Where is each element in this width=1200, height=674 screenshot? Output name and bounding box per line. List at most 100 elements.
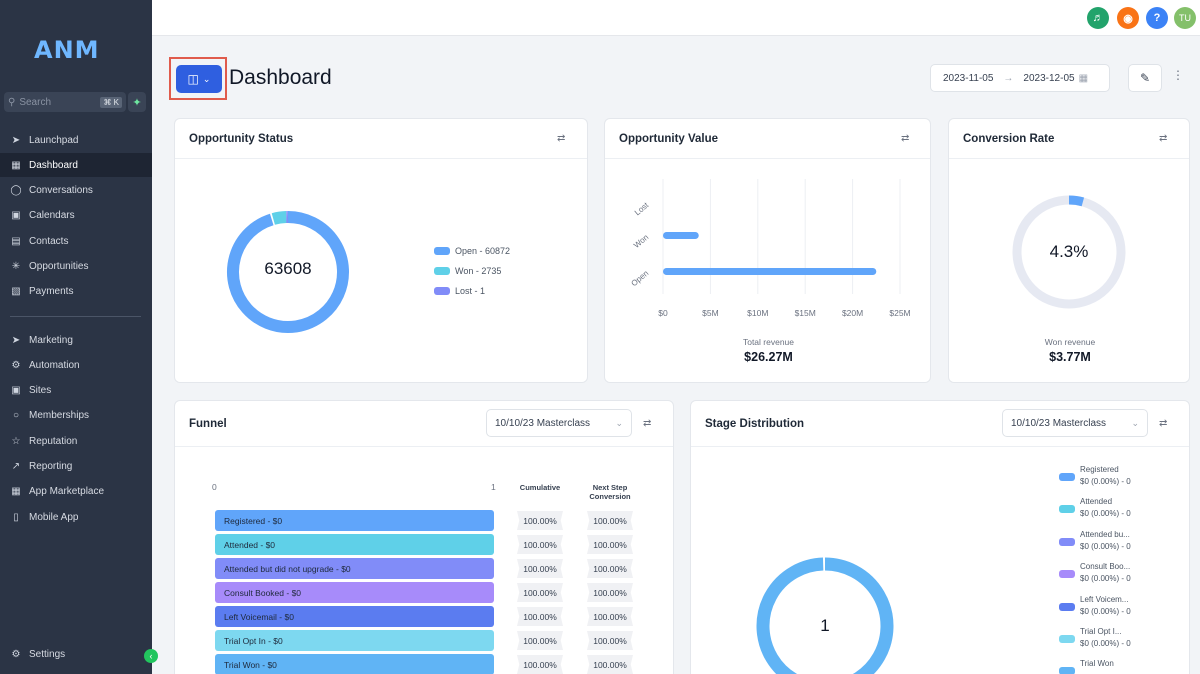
donut-center-value: 63608 xyxy=(264,259,312,278)
legend-stage-value: $0 (0.00%) - 0 xyxy=(1080,541,1131,551)
y-category-label: Lost xyxy=(633,200,651,217)
swap-icon[interactable]: ⇄ xyxy=(1159,133,1168,144)
sidebar-item-mobile-app[interactable]: ▯ Mobile App xyxy=(0,505,152,529)
legend-swatch xyxy=(434,287,450,295)
sidebar-item-dashboard[interactable]: ▦ Dashboard xyxy=(0,153,152,177)
sidebar-item-settings[interactable]: ⚙ Settings xyxy=(0,642,152,666)
stage-pipeline-select[interactable]: 10/10/23 Masterclass ⌄ xyxy=(1002,409,1148,437)
sidebar-item-app-marketplace[interactable]: ▦ App Marketplace xyxy=(0,479,152,503)
next-step-cell: 100.00% xyxy=(587,535,633,554)
stage-distribution-card: Stage Distribution 10/10/23 Masterclass … xyxy=(690,400,1190,674)
funnel-stage-bar[interactable]: Trial Won - $0 xyxy=(215,654,494,674)
slice-open[interactable] xyxy=(227,211,349,333)
funnel-stage-bar[interactable]: Registered - $0 xyxy=(215,510,494,531)
edit-dashboard-button[interactable]: ✎ xyxy=(1128,64,1162,92)
sidebar-item-label: Calendars xyxy=(29,209,75,221)
legend-swatch xyxy=(1059,667,1075,674)
funnel-axis-end: 1 xyxy=(491,482,496,492)
swap-icon[interactable]: ⇄ xyxy=(557,133,566,144)
funnel-stage-bar[interactable]: Trial Opt In - $0 xyxy=(215,630,494,651)
sidebar-item-automation[interactable]: ⚙ Automation xyxy=(0,353,152,377)
funnel-stage-label: Trial Won - $0 xyxy=(224,659,277,670)
sidebar-item-sites[interactable]: ▣ Sites xyxy=(0,378,152,402)
opportunities-icon: ✳ xyxy=(11,260,21,272)
legend-label: Lost - 1 xyxy=(455,286,486,296)
legend-stage-value: $0 (0.00%) - 0 xyxy=(1080,509,1131,519)
swap-icon[interactable]: ⇄ xyxy=(643,418,652,429)
sidebar-item-conversations[interactable]: ◯ Conversations xyxy=(0,178,152,202)
grid-icon: ▦ xyxy=(11,159,21,171)
sidebar-divider xyxy=(10,316,141,317)
legend-swatch xyxy=(434,247,450,255)
sidebar-item-calendars[interactable]: ▣ Calendars xyxy=(0,203,152,227)
total-revenue-value: $26.27M xyxy=(744,350,793,364)
sidebar-item-payments[interactable]: ▧ Payments xyxy=(0,279,152,303)
collapse-sidebar-button[interactable]: ‹ xyxy=(144,649,158,663)
sidebar-item-label: Dashboard xyxy=(29,159,78,171)
sidebar-item-marketing[interactable]: ➤ Marketing xyxy=(0,328,152,352)
select-value: 10/10/23 Masterclass xyxy=(495,417,591,429)
megaphone-icon[interactable]: ♬ xyxy=(1087,7,1109,29)
card-title: Stage Distribution xyxy=(705,418,805,430)
contacts-icon: ▤ xyxy=(11,235,21,247)
conversion-arc[interactable] xyxy=(1068,195,1085,207)
x-tick-label: $5M xyxy=(702,308,719,318)
swap-icon[interactable]: ⇄ xyxy=(901,133,910,144)
sidebar-item-memberships[interactable]: ○ Memberships xyxy=(0,403,152,427)
funnel-pipeline-select[interactable]: 10/10/23 Masterclass ⌄ xyxy=(486,409,632,437)
funnel-stage-bar[interactable]: Consult Booked - $0 xyxy=(215,582,494,603)
sidebar-item-contacts[interactable]: ▤ Contacts xyxy=(0,229,152,253)
date-start: 2023-11-05 xyxy=(943,72,994,84)
date-end: 2023-12-05 xyxy=(1023,72,1075,84)
sidebar-item-label: Mobile App xyxy=(29,511,79,523)
won-revenue-value: $3.77M xyxy=(1049,350,1091,364)
help-icon[interactable]: ? xyxy=(1146,7,1168,29)
sidebar-item-reputation[interactable]: ☆ Reputation xyxy=(0,429,152,453)
legend-swatch xyxy=(1059,505,1075,514)
funnel-stage-bar[interactable]: Attended - $0 xyxy=(215,534,494,555)
sidebar-item-label: Automation xyxy=(29,359,80,371)
bar-won[interactable] xyxy=(663,232,699,239)
sidebar-item-label: Reputation xyxy=(29,435,78,447)
app-logo[interactable]: ANM xyxy=(34,36,100,64)
slice-won[interactable] xyxy=(271,211,287,225)
top-bar: ♬ ◉ ? TU xyxy=(152,0,1200,36)
avatar[interactable]: TU xyxy=(1174,7,1196,29)
more-options-icon[interactable]: ⋮ xyxy=(1172,68,1184,82)
legend-stage-name: Registered xyxy=(1080,465,1119,474)
slice-registered[interactable] xyxy=(756,557,894,674)
next-step-cell: 100.00% xyxy=(587,655,633,674)
funnel-stage-bar[interactable]: Left Voicemail - $0 xyxy=(215,606,494,627)
sidebar-item-opportunities[interactable]: ✳ Opportunities xyxy=(0,254,152,278)
layout-switch-button[interactable]: ◫ ⌄ xyxy=(176,65,222,93)
cumulative-cell: 100.00% xyxy=(517,511,563,530)
total-revenue-label: Total revenue xyxy=(742,337,795,347)
sidebar-item-reporting[interactable]: ↗ Reporting xyxy=(0,454,152,478)
legend-stage-name: Consult Boo... xyxy=(1080,562,1131,572)
search-box[interactable]: ⚲ Search ⌘ K xyxy=(4,92,126,112)
sidebar-item-label: Memberships xyxy=(29,409,90,421)
search-shortcut: ⌘ K xyxy=(100,96,122,108)
sidebar-item-label: Launchpad xyxy=(29,134,79,146)
card-header: Stage Distribution 10/10/23 Masterclass … xyxy=(691,401,1189,447)
sparkle-icon[interactable]: ✦ xyxy=(128,92,146,112)
next-step-cell: 100.00% xyxy=(587,559,633,578)
legend-stage-name: Attended bu... xyxy=(1080,529,1130,539)
legend-stage-name: Left Voicem... xyxy=(1080,594,1129,604)
legend-item: Won - 2735 xyxy=(434,266,501,276)
sidebar-item-launchpad[interactable]: ➤ Launchpad xyxy=(0,128,152,152)
next-step-cell: 100.00% xyxy=(587,631,633,650)
opportunity-status-donut xyxy=(227,211,349,333)
bell-icon[interactable]: ◉ xyxy=(1117,7,1139,29)
chevron-down-icon: ⌄ xyxy=(615,417,623,428)
layout-button-highlight: ◫ ⌄ xyxy=(169,57,227,100)
donut-center-value: 1 xyxy=(820,616,830,635)
swap-icon[interactable]: ⇄ xyxy=(1159,418,1168,429)
card-title: Funnel xyxy=(189,418,227,430)
funnel-stage-bar[interactable]: Attended but did not upgrade - $0 xyxy=(215,558,494,579)
date-range-picker[interactable]: 2023-11-05 → 2023-12-05 ▦ xyxy=(930,64,1110,92)
card-title: Opportunity Value xyxy=(619,133,719,145)
funnel-axis-start: 0 xyxy=(212,482,217,492)
x-tick-label: $0 xyxy=(658,308,668,318)
bar-open[interactable] xyxy=(663,268,877,275)
